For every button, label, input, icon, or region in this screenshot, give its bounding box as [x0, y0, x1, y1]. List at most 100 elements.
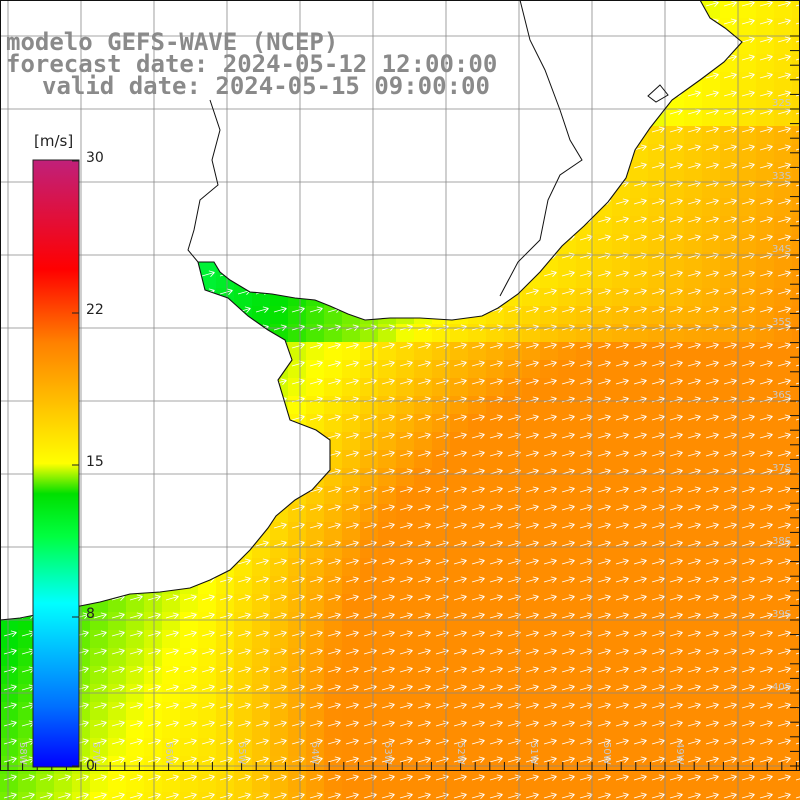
wind-speed-cell	[702, 108, 721, 127]
wind-arrow-icon	[345, 396, 359, 403]
wind-arrow-icon	[399, 558, 413, 565]
wind-arrow-icon	[453, 558, 467, 565]
wind-speed-cell	[180, 144, 199, 163]
wind-speed-cell	[774, 504, 793, 523]
wind-arrow-icon	[417, 486, 431, 493]
wind-arrow-icon	[471, 648, 485, 655]
wind-speed-cell	[36, 0, 55, 19]
wind-speed-cell	[684, 360, 703, 379]
wind-arrow-icon	[111, 684, 125, 691]
wind-speed-cell	[216, 756, 235, 775]
wind-speed-cell	[324, 504, 343, 523]
wind-speed-cell	[792, 414, 800, 433]
wind-speed-cell	[522, 720, 541, 739]
wind-arrow-icon	[633, 18, 647, 25]
wind-arrow-icon	[111, 720, 125, 727]
wind-arrow-icon	[687, 378, 701, 385]
wind-arrow-icon	[309, 18, 323, 25]
wind-speed-cell	[414, 198, 433, 217]
wind-speed-cell	[684, 342, 703, 361]
wind-speed-cell	[288, 522, 307, 541]
wind-arrow-icon	[273, 792, 287, 799]
wind-arrow-icon	[327, 144, 341, 151]
wind-arrow-icon	[507, 684, 521, 691]
wind-arrow-icon	[381, 252, 395, 259]
wind-speed-cell	[108, 396, 127, 415]
wind-arrow-icon	[687, 396, 701, 403]
wind-arrow-icon	[237, 378, 251, 385]
wind-speed-cell	[648, 540, 667, 559]
wind-speed-cell	[360, 666, 379, 685]
wind-speed-cell	[630, 162, 649, 181]
wind-speed-cell	[396, 594, 415, 613]
wind-arrow-icon	[507, 558, 521, 565]
wind-arrow-icon	[741, 144, 755, 151]
wind-arrow-icon	[237, 18, 251, 25]
wind-speed-cell	[684, 72, 703, 91]
wind-arrow-icon	[183, 414, 197, 421]
wind-arrow-icon	[75, 774, 89, 781]
wind-speed-cell	[0, 450, 19, 469]
wind-speed-cell	[738, 54, 757, 73]
wind-speed-cell	[666, 630, 685, 649]
wind-speed-cell	[378, 540, 397, 559]
wind-arrow-icon	[399, 774, 413, 781]
wind-speed-cell	[126, 108, 145, 127]
wind-speed-cell	[432, 234, 451, 253]
wind-arrow-icon	[597, 630, 611, 637]
wind-arrow-icon	[237, 450, 251, 457]
wind-speed-cell	[198, 378, 217, 397]
wind-arrow-icon	[255, 360, 269, 367]
wind-arrow-icon	[615, 666, 629, 673]
wind-speed-cell	[504, 702, 523, 721]
wind-speed-cell	[378, 288, 397, 307]
wind-speed-cell	[468, 486, 487, 505]
wind-speed-cell	[594, 432, 613, 451]
wind-arrow-icon	[471, 252, 485, 259]
wind-arrow-icon	[651, 198, 665, 205]
wind-speed-cell	[576, 774, 595, 793]
wind-speed-cell	[522, 504, 541, 523]
wind-speed-cell	[774, 540, 793, 559]
wind-arrow-icon	[633, 90, 647, 97]
wind-speed-cell	[630, 612, 649, 631]
wind-arrow-icon	[543, 162, 557, 169]
wind-speed-cell	[576, 522, 595, 541]
wind-speed-cell	[702, 306, 721, 325]
wind-speed-cell	[630, 270, 649, 289]
wind-arrow-icon	[579, 180, 593, 187]
wind-speed-cell	[756, 612, 775, 631]
wind-arrow-icon	[399, 792, 413, 799]
wind-arrow-icon	[561, 288, 575, 295]
wind-speed-cell	[342, 126, 361, 145]
wind-speed-cell	[486, 288, 505, 307]
wind-speed-cell	[720, 720, 739, 739]
wind-speed-cell	[0, 666, 19, 685]
wind-arrow-icon	[561, 684, 575, 691]
wind-speed-cell	[180, 756, 199, 775]
wind-speed-cell	[594, 108, 613, 127]
wind-speed-cell	[486, 0, 505, 19]
wind-arrow-icon	[75, 792, 89, 799]
wind-speed-cell	[756, 90, 775, 109]
wind-arrow-icon	[777, 486, 791, 493]
wind-arrow-icon	[669, 234, 683, 241]
wind-speed-cell	[522, 378, 541, 397]
wind-speed-cell	[360, 612, 379, 631]
wind-speed-cell	[738, 180, 757, 199]
wind-speed-cell	[522, 0, 541, 19]
wind-arrow-icon	[399, 594, 413, 601]
wind-arrow-icon	[543, 0, 557, 7]
wind-speed-cell	[720, 594, 739, 613]
wind-arrow-icon	[795, 72, 800, 79]
wind-arrow-icon	[525, 144, 539, 151]
wind-speed-cell	[252, 198, 271, 217]
wind-arrow-icon	[705, 198, 719, 205]
wind-speed-cell	[108, 540, 127, 559]
wind-arrow-icon	[273, 414, 287, 421]
wind-speed-cell	[144, 378, 163, 397]
wind-speed-cell	[162, 288, 181, 307]
wind-arrow-icon	[615, 594, 629, 601]
wind-speed-cell	[522, 288, 541, 307]
wind-speed-cell	[558, 594, 577, 613]
